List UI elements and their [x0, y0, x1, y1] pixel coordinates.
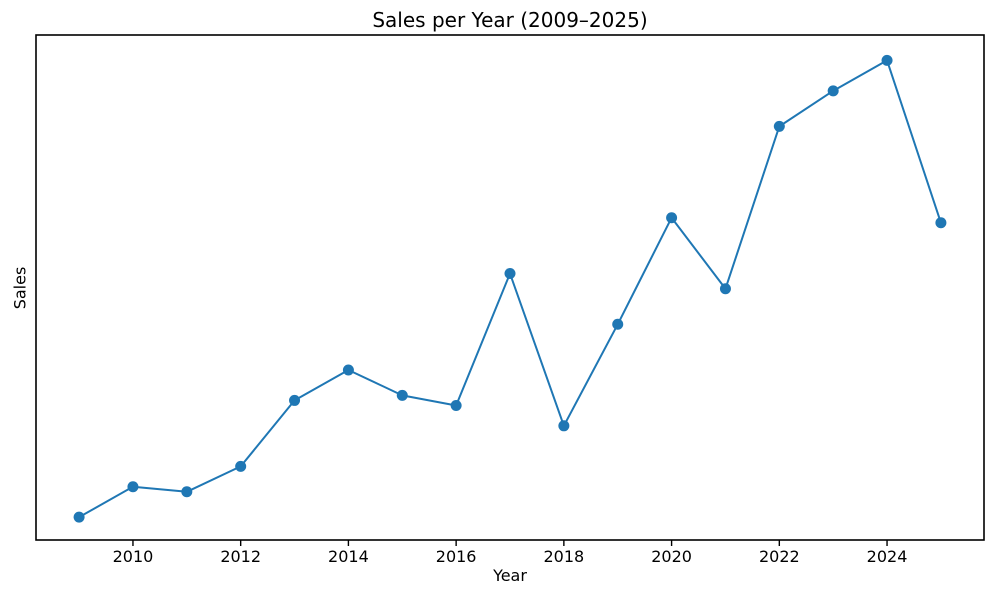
x-tick-label: 2024 [867, 547, 908, 566]
data-point-2015 [396, 389, 408, 401]
data-point-2018 [558, 420, 570, 432]
x-tick-label: 2018 [544, 547, 585, 566]
data-point-2009 [73, 511, 85, 523]
x-tick-label: 2016 [436, 547, 477, 566]
data-point-2010 [127, 481, 139, 493]
data-point-2013 [289, 394, 301, 406]
data-point-2024 [881, 54, 893, 66]
chart-title: Sales per Year (2009–2025) [372, 8, 648, 32]
x-tick-label: 2020 [651, 547, 692, 566]
x-tick-label: 2010 [113, 547, 154, 566]
data-point-2011 [181, 486, 193, 498]
data-point-2025 [935, 217, 947, 229]
x-axis-label: Year [493, 566, 527, 585]
data-point-2023 [827, 85, 839, 97]
data-point-2020 [666, 212, 678, 224]
data-point-2021 [719, 283, 731, 295]
x-tick-label: 2022 [759, 547, 800, 566]
data-point-2022 [773, 120, 785, 132]
axes-spines [35, 34, 985, 541]
data-point-2014 [342, 364, 354, 376]
x-tick-label: 2014 [328, 547, 369, 566]
data-point-2016 [450, 400, 462, 412]
y-axis-label: Sales [10, 266, 30, 310]
x-tick-label: 2012 [220, 547, 261, 566]
data-point-2012 [235, 460, 247, 472]
data-point-2017 [504, 268, 516, 280]
data-point-2019 [612, 318, 624, 330]
